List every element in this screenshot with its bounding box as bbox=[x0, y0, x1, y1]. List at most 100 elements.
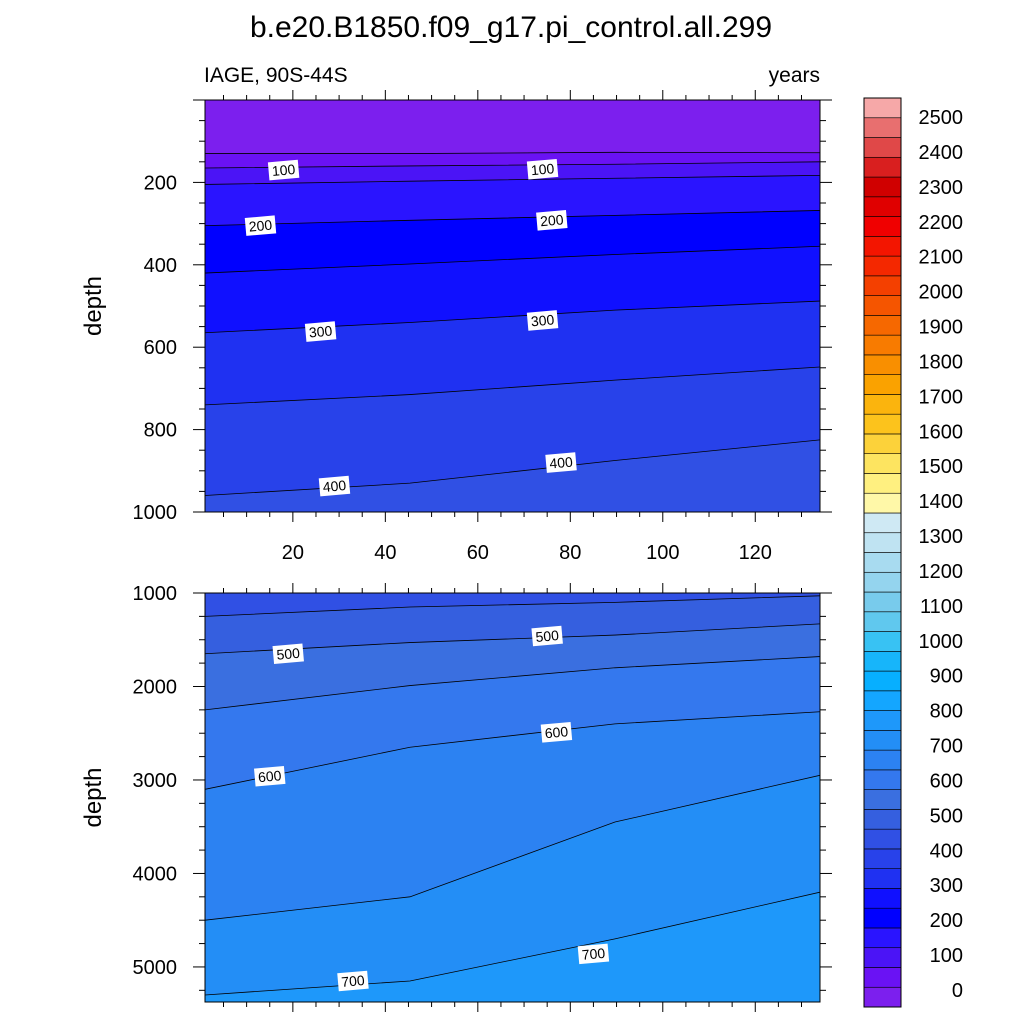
colorbar-swatch bbox=[863, 275, 902, 296]
colorbar-swatch bbox=[863, 552, 902, 573]
contour-band-400 bbox=[205, 439, 820, 512]
plot-frame bbox=[204, 592, 821, 1003]
colorbar-label: 1600 bbox=[919, 421, 964, 443]
contour-line-50 bbox=[205, 151, 820, 154]
contour-label-bg bbox=[267, 159, 300, 181]
colorbar-swatch bbox=[863, 176, 902, 198]
colorbar-swatch bbox=[863, 413, 902, 435]
colorbar-swatch bbox=[863, 730, 902, 751]
colorbar-label: 2300 bbox=[919, 177, 964, 199]
contour-label-bg bbox=[272, 643, 304, 665]
contour-label-bg bbox=[545, 452, 577, 473]
colorbar-swatch bbox=[863, 907, 902, 929]
y-tick-label: 200 bbox=[144, 172, 177, 194]
colorbar-swatch bbox=[863, 512, 902, 534]
contour-label-text: 700 bbox=[341, 972, 366, 990]
colorbar-swatch bbox=[863, 255, 902, 277]
contour-label-300: 300 bbox=[304, 321, 337, 342]
contour-line-700 bbox=[205, 891, 820, 996]
upper-panel: 100 100 200 200 300 300 400 400 20 40 60 80 100 120 20… bbox=[80, 90, 832, 564]
colorbar-swatch bbox=[863, 334, 902, 356]
colorbar-label: 1900 bbox=[919, 317, 964, 339]
contour-label-100: 100 bbox=[267, 159, 300, 181]
colorbar-swatch bbox=[863, 374, 902, 395]
colorbar-label: 900 bbox=[930, 666, 963, 688]
contour-label-bg bbox=[337, 970, 369, 992]
colorbar-swatch bbox=[863, 828, 902, 850]
x-tick-label: 60 bbox=[467, 542, 489, 564]
colorbar-swatch bbox=[863, 927, 902, 949]
colorbar-swatch bbox=[863, 137, 902, 158]
colorbar-swatch bbox=[863, 216, 902, 237]
y-axis-label: depth bbox=[80, 276, 107, 336]
colorbar-label: 2100 bbox=[919, 247, 964, 269]
contour-label-600: 600 bbox=[254, 765, 286, 787]
contour-label-100: 100 bbox=[526, 158, 559, 180]
colorbar-label: 1100 bbox=[920, 596, 963, 618]
y-tick-label: 1000 bbox=[133, 583, 178, 605]
contour-label-bg bbox=[244, 215, 277, 236]
contour-label-bg bbox=[526, 158, 559, 180]
colorbar-swatch bbox=[863, 236, 902, 257]
y-tick-label: 400 bbox=[144, 255, 177, 277]
colorbar-swatch bbox=[863, 156, 902, 178]
contour-label-text: 400 bbox=[549, 454, 574, 472]
colorbar-swatch bbox=[863, 809, 902, 830]
colorbar-swatch bbox=[863, 571, 902, 593]
colorbar-label: 1000 bbox=[919, 631, 964, 653]
colorbar-swatch bbox=[863, 473, 902, 494]
contour-line-150 bbox=[205, 174, 820, 185]
colorbar-swatch bbox=[863, 769, 902, 790]
contour-label-text: 100 bbox=[530, 160, 555, 178]
y-tick-label: 5000 bbox=[133, 957, 178, 979]
contour-label-500: 500 bbox=[272, 643, 304, 665]
contour-line-400 bbox=[205, 439, 820, 496]
contour-label-bg bbox=[531, 625, 563, 647]
colorbar-swatch bbox=[863, 117, 902, 138]
contour-label-bg bbox=[526, 310, 559, 331]
contour-line-650 bbox=[205, 774, 820, 921]
contour-line-550 bbox=[205, 656, 820, 711]
contour-label-text: 500 bbox=[535, 627, 560, 645]
x-tick-label: 40 bbox=[374, 542, 396, 564]
contour-label-500: 500 bbox=[531, 625, 563, 647]
lower-panel: 500 500 600 600 700 700 1000 2000 3000 4000 5000 de… bbox=[80, 583, 832, 1012]
colorbar-swatch bbox=[863, 97, 902, 119]
colorbar-swatch bbox=[863, 631, 902, 652]
y-axis-label: depth bbox=[80, 767, 107, 827]
colorbar-swatch bbox=[863, 315, 902, 336]
colorbar-swatch bbox=[863, 947, 902, 968]
contour-label-text: 700 bbox=[581, 945, 606, 963]
colorbar-swatch bbox=[863, 690, 902, 711]
colorbar-swatch bbox=[863, 295, 902, 316]
contour-label-text: 500 bbox=[276, 645, 301, 663]
colorbar-label: 700 bbox=[930, 736, 963, 758]
contour-label-400: 400 bbox=[545, 452, 577, 473]
colorbar-swatch bbox=[863, 848, 902, 869]
colorbar-swatch bbox=[863, 591, 902, 613]
y-tick-label: 3000 bbox=[133, 770, 178, 792]
colorbar-frame bbox=[863, 97, 902, 1008]
colorbar-swatch bbox=[863, 611, 902, 632]
contour-label-text: 300 bbox=[308, 323, 333, 341]
figure-title: b.e20.B1850.f09_g17.pi_control.all.299 bbox=[250, 11, 772, 44]
contour-line-200 bbox=[205, 210, 820, 227]
colorbar-swatch bbox=[863, 394, 902, 415]
colorbar-swatch bbox=[863, 967, 902, 988]
contour-label-bg bbox=[540, 722, 573, 743]
x-tick-label: 120 bbox=[739, 542, 772, 564]
colorbar-swatch bbox=[863, 710, 902, 731]
contour-label-bg bbox=[254, 765, 286, 787]
contour-line-450 bbox=[205, 595, 820, 617]
x-tick-label: 20 bbox=[282, 542, 304, 564]
contour-label-text: 600 bbox=[544, 723, 569, 741]
colorbar-label: 2200 bbox=[919, 212, 964, 234]
colorbar-label: 1700 bbox=[919, 386, 964, 408]
colorbar-swatch bbox=[863, 888, 902, 909]
contour-label-bg bbox=[318, 475, 351, 497]
colorbar-label: 600 bbox=[930, 770, 963, 792]
colorbar-label: 1200 bbox=[919, 561, 964, 583]
contour-label-text: 200 bbox=[539, 211, 564, 229]
